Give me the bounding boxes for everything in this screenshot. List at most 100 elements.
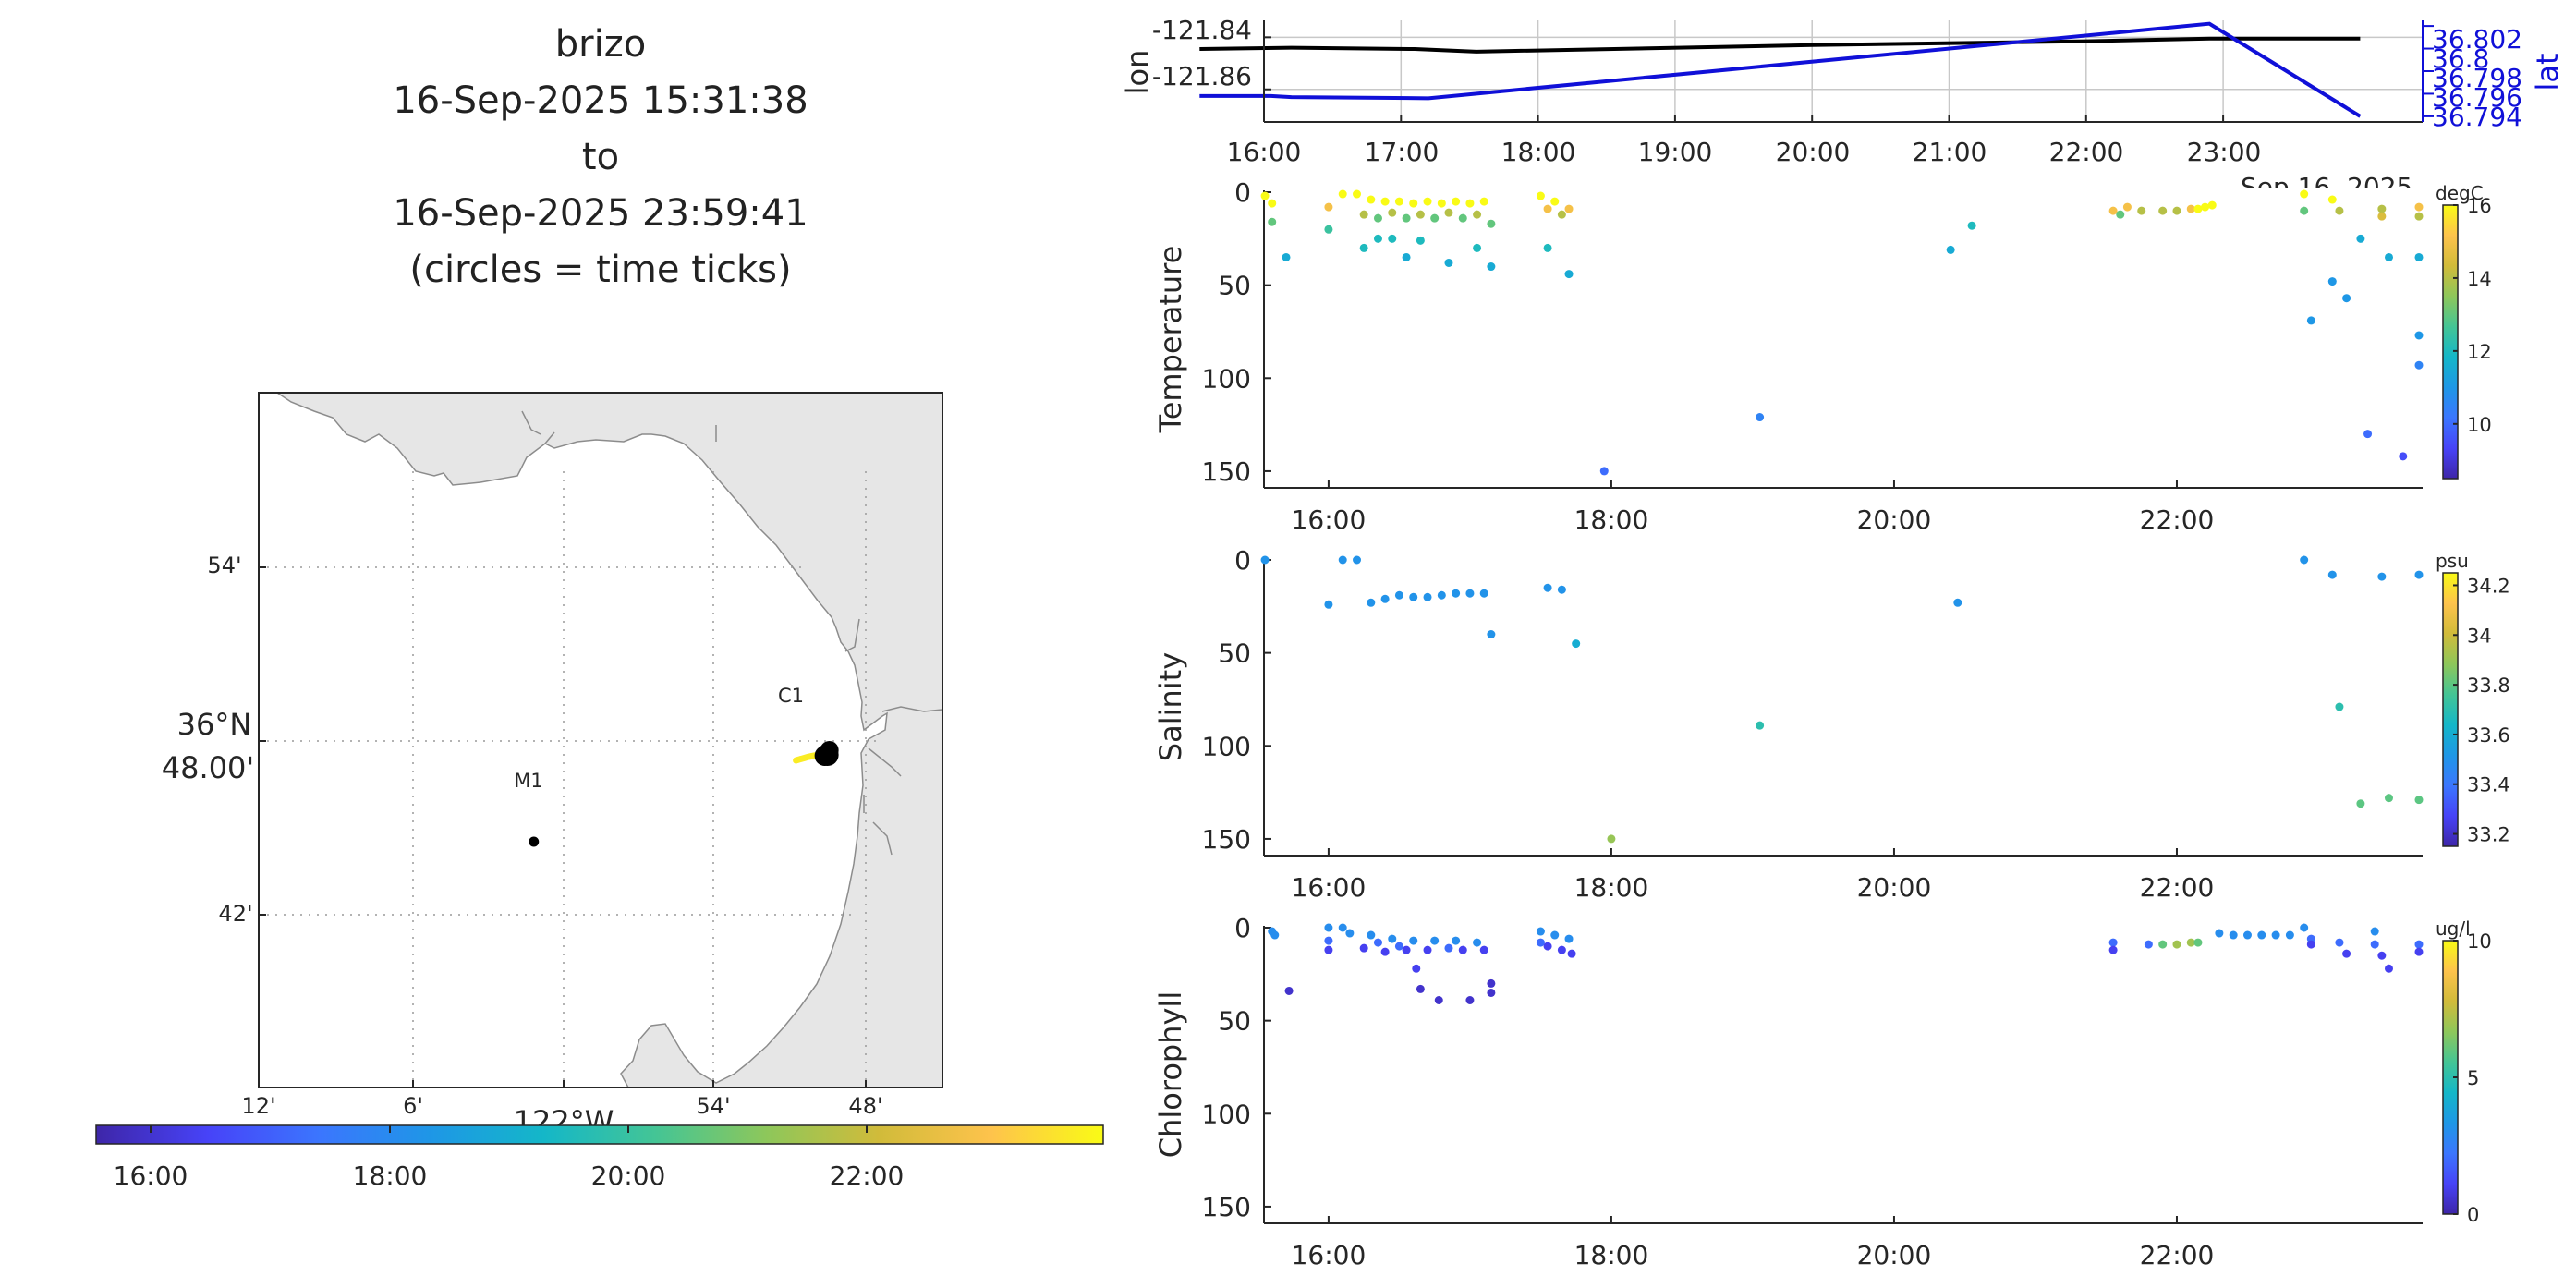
temperature-colorbar — [2442, 204, 2459, 480]
salinity-cbar-tick-label: 33.8 — [2467, 674, 2510, 697]
lonlat-x-ticks — [1263, 115, 2225, 122]
station-label-m1: M1 — [514, 770, 542, 792]
chlorophyll-point — [1536, 938, 1545, 947]
lon-tick-186: -121.86 — [1152, 61, 1252, 91]
temperature-point — [1479, 197, 1488, 206]
temperature-point — [1394, 197, 1403, 206]
chlorophyll-cbar-tick-label: 10 — [2467, 930, 2492, 953]
chlorophyll-cbar-tick-label: 5 — [2467, 1067, 2479, 1089]
temperature-xtick-label: 18:00 — [1574, 504, 1649, 535]
temperature-point — [1557, 210, 1566, 219]
chlorophyll-point — [1394, 942, 1403, 951]
temperature-point — [1599, 467, 1609, 476]
chlorophyll-xtick-label: 22:00 — [2140, 1240, 2215, 1270]
salinity-cbar-tick-label: 34.2 — [2467, 575, 2510, 597]
temperature-point — [1268, 199, 1277, 208]
salinity-point — [1394, 590, 1403, 600]
salinity-panel: 0 50 100 150 16:00 18:00 20:00 22:00 Salinity psu… — [1153, 545, 2510, 903]
temperature-point — [1388, 208, 1397, 217]
chlorophyll-point — [1567, 949, 1576, 958]
temperature-point — [1458, 213, 1467, 223]
chlorophyll-point — [2172, 940, 2181, 949]
ll-xtick-16: 16:00 — [1227, 137, 1302, 167]
temperature-point — [1430, 213, 1440, 223]
salinity-point — [1452, 589, 1461, 598]
time-cbar-label-18: 18:00 — [353, 1160, 428, 1191]
chlorophyll-cbar-tick-label: 0 — [2467, 1204, 2479, 1226]
salinity-point — [1380, 594, 1390, 603]
title-line-note: (circles = time ticks) — [409, 249, 792, 291]
salinity-cbar-tick-label: 33.4 — [2467, 774, 2510, 796]
station-label-c1: C1 — [778, 685, 804, 707]
temperature-point — [2384, 252, 2393, 261]
temperature-point — [2327, 195, 2337, 204]
chlorophyll-ylabel: Chlorophyll — [1153, 991, 1188, 1158]
map-land — [275, 393, 942, 1088]
time-cbar-label-22: 22:00 — [830, 1160, 905, 1191]
chlorophyll-point — [1380, 947, 1390, 956]
salinity-point — [1260, 555, 1270, 565]
salinity-xtick-label: 18:00 — [1574, 872, 1649, 903]
temperature-xtick-label: 22:00 — [2140, 504, 2215, 535]
temperature-point — [1536, 191, 1545, 200]
salinity-point — [2414, 796, 2424, 805]
chlorophyll-point — [1465, 996, 1475, 1005]
salinity-xtick-label: 22:00 — [2140, 872, 2215, 903]
time-cbar-label-16: 16:00 — [114, 1160, 188, 1191]
temperature-point — [1452, 197, 1461, 206]
temperature-cbar-tick-label: 12 — [2467, 341, 2492, 363]
lat-tick-36798: 36.798 — [2432, 63, 2522, 93]
chlorophyll-point — [1479, 945, 1488, 954]
chlorophyll-point — [1434, 996, 1443, 1005]
salinity-point — [1423, 592, 1432, 601]
temperature-xtick-label: 20:00 — [1857, 504, 1932, 535]
lon-label-48: 48' — [848, 1093, 882, 1119]
temperature-point — [1359, 243, 1368, 252]
salinity-point — [2377, 572, 2387, 581]
temperature-point — [1473, 243, 1482, 252]
clipped-date-wrap: Sep 16, 2025 — [2241, 172, 2412, 188]
chlorophyll-point — [1550, 930, 1560, 940]
lat-tick-368: 36.8 — [2432, 43, 2489, 74]
title-line-start: 16-Sep-2025 15:31:38 — [393, 79, 808, 122]
temperature-point — [1416, 236, 1425, 245]
title-line-end: 16-Sep-2025 23:59:41 — [393, 192, 808, 235]
temperature-point — [2300, 206, 2309, 215]
chlorophyll-point — [1444, 943, 1453, 953]
salinity-point — [1557, 585, 1566, 594]
chlorophyll-point — [1388, 934, 1397, 943]
chlorophyll-xtick-label: 20:00 — [1857, 1240, 1932, 1270]
coastline-land — [275, 393, 942, 1088]
temperature-point — [2414, 331, 2424, 340]
chlorophyll-point — [1543, 942, 1552, 951]
time-colorbar-ticks — [150, 1125, 868, 1133]
salinity-point — [1953, 598, 1962, 607]
chlorophyll-point — [1452, 936, 1461, 945]
temperature-point — [1268, 217, 1277, 226]
temperature-cbar-tick-label: 10 — [2467, 414, 2492, 436]
ll-xtick-18: 18:00 — [1501, 137, 1576, 167]
salinity-point — [1367, 598, 1376, 607]
title-line-to: to — [581, 136, 620, 178]
temperature-point — [1756, 413, 1765, 422]
chlorophyll-point — [2384, 964, 2393, 973]
chlorophyll-point — [2285, 930, 2294, 940]
chlorophyll-point — [2144, 940, 2153, 949]
temperature-point — [1388, 234, 1397, 243]
salinity-colorbar — [2442, 572, 2459, 847]
time-tick-circle — [816, 744, 839, 766]
temperature-point — [2158, 206, 2168, 215]
temperature-point — [1487, 219, 1496, 228]
rivers — [521, 410, 942, 856]
chlorophyll-point — [1416, 984, 1425, 993]
time-cbar-label-20: 20:00 — [591, 1160, 666, 1191]
lat-series-line — [1199, 21, 2362, 118]
chlorophyll-point — [1284, 986, 1294, 995]
chlorophyll-point — [1430, 936, 1440, 945]
temperature-point — [1444, 208, 1453, 217]
salinity-cbar-tick-label: 33.2 — [2467, 824, 2510, 846]
chlorophyll-point — [1367, 930, 1376, 940]
chlorophyll-ytick-label: 0 — [1234, 913, 1251, 943]
station-m1-marker — [529, 836, 540, 847]
temperature-point — [2172, 206, 2181, 215]
